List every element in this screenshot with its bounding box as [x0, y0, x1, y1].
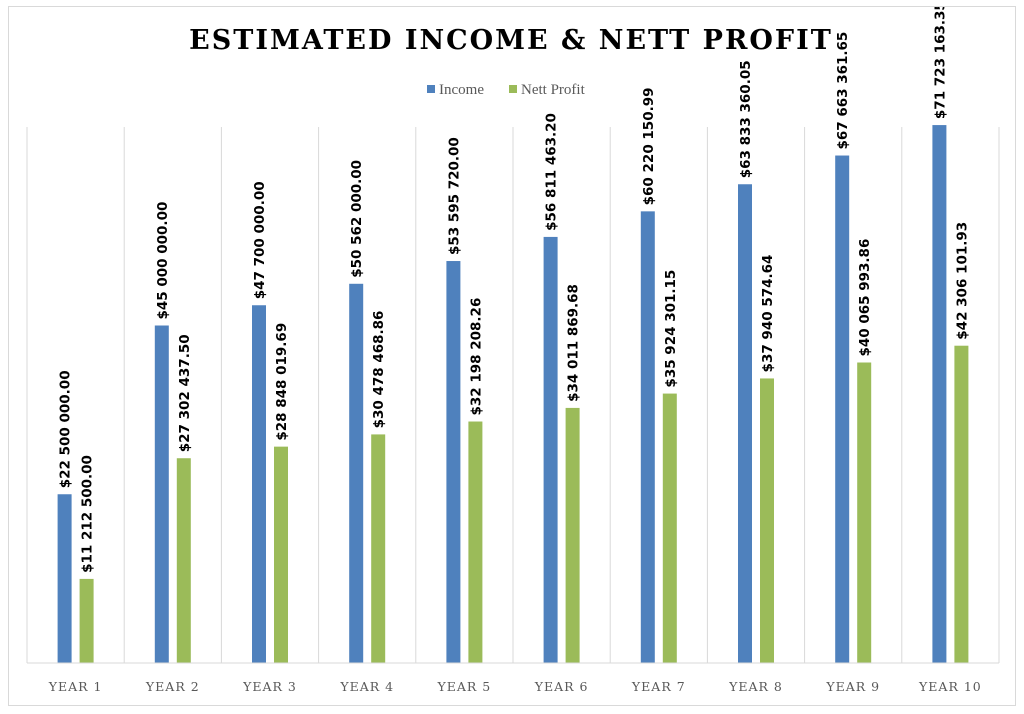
data-label-nett-profit-year-5: $32 198 208.26: [468, 298, 484, 416]
chart-title: ESTIMATED INCOME & NETT PROFIT: [189, 25, 833, 56]
bar-income-year-7: [640, 211, 655, 663]
bar-income-year-1: [57, 494, 72, 663]
category-label-year-7: YEAR 7: [631, 679, 686, 694]
bar-nett-profit-year-6: [565, 407, 580, 663]
bar-nett-profit-year-4: [371, 434, 386, 663]
category-label-year-9: YEAR 9: [825, 679, 880, 694]
data-label-nett-profit-year-1: $11 212 500.00: [80, 455, 96, 573]
data-label-nett-profit-year-3: $28 848 019.69: [274, 323, 290, 441]
bar-income-year-10: [932, 125, 947, 663]
bar-income-year-8: [738, 184, 752, 663]
bar-nett-profit-year-7: [662, 393, 677, 663]
data-label-income-year-3: $47 700 000.00: [252, 181, 268, 299]
data-label-nett-profit-year-9: $40 065 993.86: [857, 239, 873, 357]
chart-canvas: ESTIMATED INCOME & NETT PROFIT Income Net…: [26, 7, 1000, 694]
bar-income-year-2: [154, 325, 169, 663]
bar-nett-profit-year-1: [79, 578, 94, 663]
data-label-income-year-2: $45 000 000.00: [155, 202, 171, 320]
category-label-year-1: YEAR 1: [48, 679, 103, 694]
data-label-nett-profit-year-4: $30 478 468.86: [371, 311, 387, 429]
data-label-income-year-6: $56 811 463.20: [544, 113, 560, 231]
data-label-income-year-10: $71 723 163.35: [932, 7, 948, 119]
category-labels: YEAR 1 YEAR 2 YEAR 3 YEAR 4 YEAR 5 YEAR 6 YEAR…: [48, 679, 982, 694]
bar-nett-profit-year-10: [954, 345, 969, 663]
legend-label-income: Income: [439, 82, 484, 98]
bar-income-year-5: [446, 261, 461, 663]
bar-nett-profit-year-9: [857, 362, 872, 663]
data-label-income-year-4: $50 562 000.00: [349, 160, 365, 278]
bar-series: [57, 125, 969, 663]
bar-income-year-3: [252, 305, 266, 663]
bar-nett-profit-year-3: [274, 446, 288, 663]
legend-label-nett-profit: Nett Profit: [521, 82, 586, 98]
data-labels: $22 500 000.00 $11 212 500.00 $45 000 000.…: [58, 7, 971, 573]
bar-income-year-9: [835, 155, 850, 663]
data-label-nett-profit-year-7: $35 924 301.15: [663, 270, 679, 388]
bar-nett-profit-year-8: [760, 378, 774, 663]
legend-swatch-nett-profit: [509, 85, 517, 93]
bar-nett-profit-year-2: [176, 458, 191, 663]
category-label-year-5: YEAR 5: [437, 679, 492, 694]
category-label-year-8: YEAR 8: [728, 679, 783, 694]
chart-frame: ESTIMATED INCOME & NETT PROFIT Income Net…: [8, 6, 1016, 706]
data-label-income-year-8: $63 833 360.05: [738, 60, 754, 178]
category-label-year-10: YEAR 10: [918, 679, 982, 694]
bar-nett-profit-year-5: [468, 421, 483, 663]
data-label-income-year-1: $22 500 000.00: [58, 370, 74, 488]
data-label-income-year-7: $60 220 150.99: [641, 87, 657, 205]
data-label-income-year-5: $53 595 720.00: [446, 137, 462, 255]
data-label-nett-profit-year-2: $27 302 437.50: [177, 334, 193, 452]
data-label-nett-profit-year-6: $34 011 869.68: [566, 284, 582, 402]
data-label-income-year-9: $67 663 361.65: [835, 32, 851, 150]
legend-swatch-income: [427, 85, 435, 93]
bar-income-year-6: [543, 236, 558, 663]
data-label-nett-profit-year-8: $37 940 574.64: [760, 255, 776, 373]
data-label-nett-profit-year-10: $42 306 101.93: [954, 222, 970, 340]
category-label-year-2: YEAR 2: [145, 679, 200, 694]
category-label-year-6: YEAR 6: [534, 679, 589, 694]
category-dividers: [26, 127, 1000, 663]
bar-income-year-4: [349, 283, 364, 663]
category-label-year-4: YEAR 4: [339, 679, 394, 694]
category-label-year-3: YEAR 3: [242, 679, 297, 694]
chart-legend: Income Nett Profit: [427, 82, 586, 98]
